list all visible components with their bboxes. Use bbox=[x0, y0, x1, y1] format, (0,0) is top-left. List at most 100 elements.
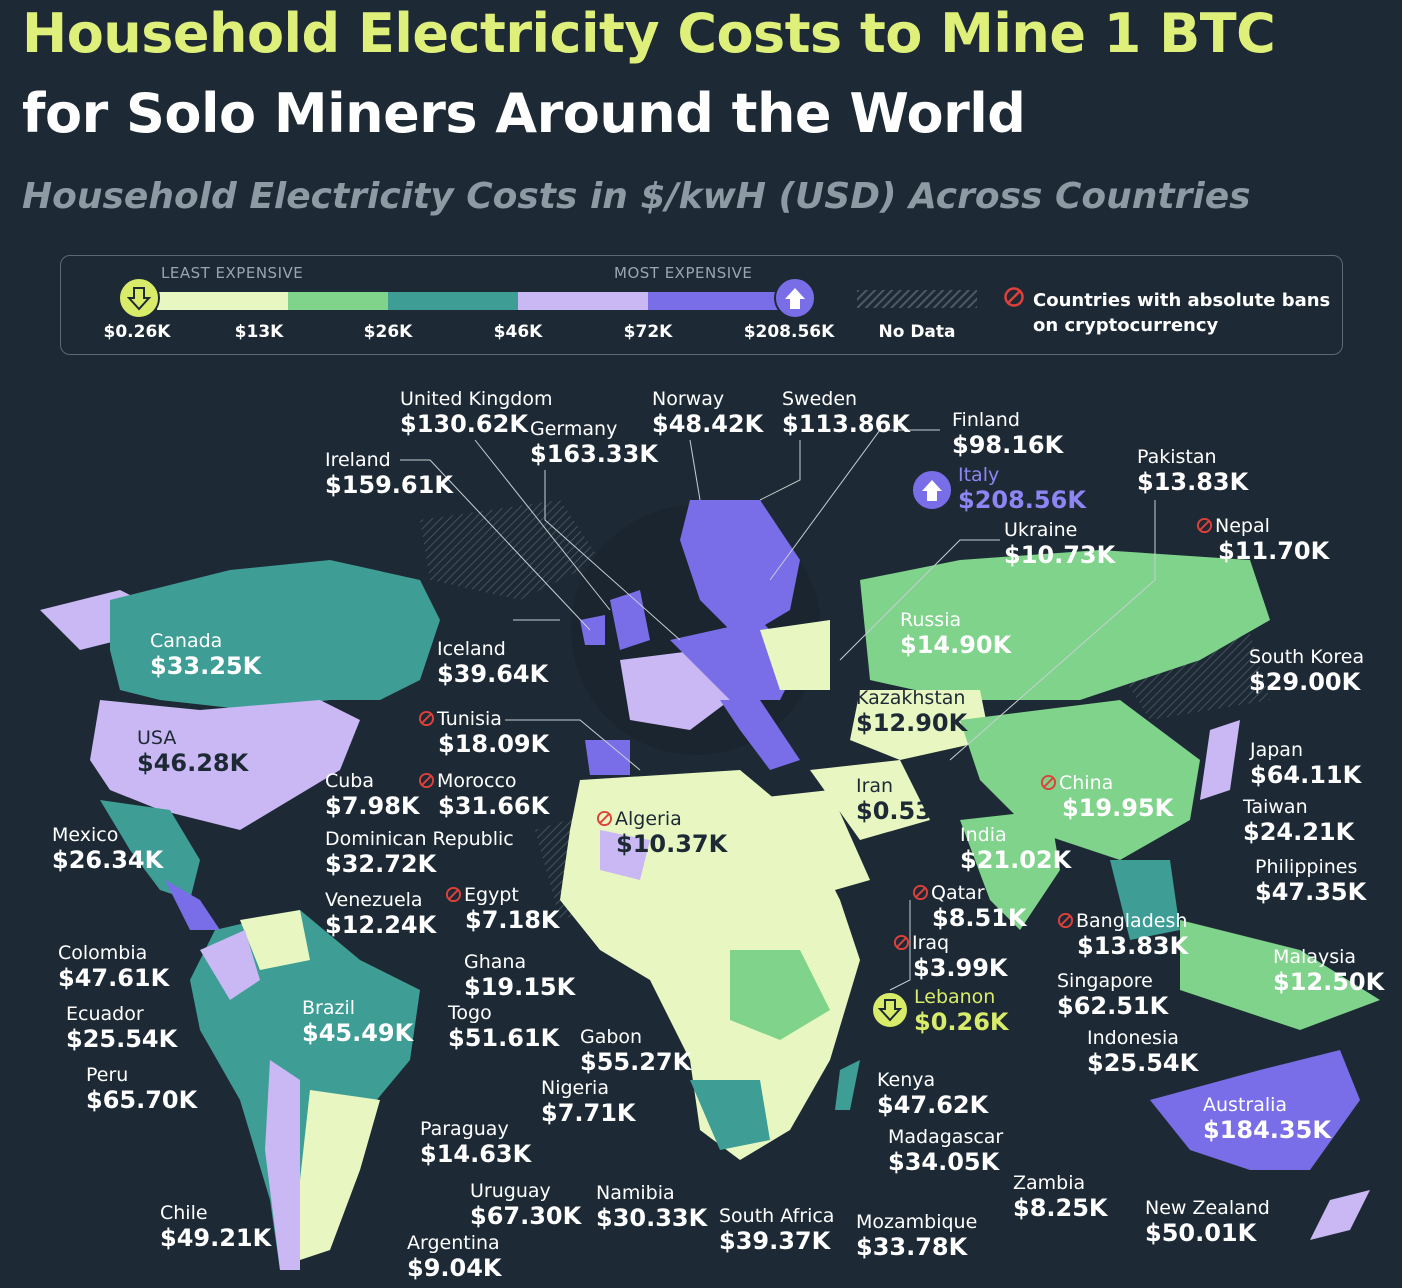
label-chile: Chile $49.21K bbox=[160, 1202, 272, 1252]
legend-tick-6: $208.56K bbox=[743, 322, 835, 342]
leader-lines bbox=[400, 429, 1156, 991]
label-kazakhstan: Kazakhstan $12.90K bbox=[856, 687, 968, 737]
legend-swatch-2 bbox=[288, 292, 418, 310]
legend-tick-3: $26K bbox=[363, 322, 413, 342]
label-united-kingdom: United Kingdom $130.62K bbox=[400, 388, 553, 438]
label-lebanon: Lebanon $0.26K bbox=[914, 986, 1009, 1036]
label-algeria: Algeria $10.37K bbox=[596, 810, 727, 856]
label-kenya: Kenya $47.62K bbox=[877, 1069, 989, 1119]
label-namibia: Namibia $30.33K bbox=[596, 1182, 708, 1232]
ban-icon bbox=[418, 710, 435, 727]
label-china: China $19.95K bbox=[1040, 774, 1173, 820]
legend-swatch-4 bbox=[518, 292, 648, 310]
label-dominican-republic: Dominican Republic $32.72K bbox=[325, 828, 514, 878]
label-ukraine: Ukraine $10.73K bbox=[1004, 519, 1116, 569]
label-brazil: Brazil $45.49K bbox=[302, 997, 414, 1047]
label-india: India $21.02K bbox=[960, 824, 1072, 874]
region-indonesia bbox=[1180, 920, 1380, 1030]
label-new-zealand: New Zealand $50.01K bbox=[1145, 1197, 1270, 1247]
ban-icon bbox=[596, 810, 613, 827]
ban-icon bbox=[893, 934, 910, 951]
ban-icon bbox=[912, 884, 929, 901]
ban-icon bbox=[1004, 287, 1024, 307]
region-iberia bbox=[585, 740, 630, 775]
region-iran bbox=[810, 760, 930, 840]
region-ukraine bbox=[760, 620, 830, 690]
page-subtitle: Household Electricity Costs in $/kwH (US… bbox=[22, 176, 1251, 217]
ban-icon bbox=[1040, 774, 1057, 791]
label-japan: Japan $64.11K bbox=[1250, 739, 1362, 789]
label-canada: Canada $33.25K bbox=[150, 630, 262, 680]
label-philippines: Philippines $47.35K bbox=[1255, 856, 1367, 906]
region-argentina bbox=[300, 1090, 380, 1260]
ban-icon bbox=[1196, 517, 1213, 534]
label-ecuador: Ecuador $25.54K bbox=[66, 1003, 178, 1053]
label-iraq: Iraq $3.99K bbox=[893, 934, 1008, 980]
label-argentina: Argentina $9.04K bbox=[407, 1232, 502, 1282]
label-mozambique: Mozambique $33.78K bbox=[856, 1211, 978, 1261]
label-norway: Norway $48.42K bbox=[652, 388, 764, 438]
region-namibia bbox=[690, 1080, 770, 1150]
label-indonesia: Indonesia $25.54K bbox=[1087, 1027, 1199, 1077]
region-colombia bbox=[200, 930, 260, 1000]
region-venezuela bbox=[240, 910, 310, 970]
label-iceland: Iceland $39.64K bbox=[437, 638, 549, 688]
region-japan bbox=[1200, 720, 1240, 800]
label-morocco: Morocco $31.66K bbox=[418, 772, 549, 818]
ban-legend-label: Countries with absolute bans on cryptocu… bbox=[1033, 290, 1331, 336]
ban-icon bbox=[418, 772, 435, 789]
label-ireland: Ireland $159.61K bbox=[325, 449, 453, 499]
greenland-region bbox=[420, 500, 600, 600]
label-ghana: Ghana $19.15K bbox=[464, 951, 576, 1001]
region-mexico bbox=[100, 800, 200, 900]
no-data-swatch bbox=[857, 290, 977, 308]
label-uruguay: Uruguay $67.30K bbox=[470, 1180, 582, 1230]
label-nepal: Nepal $11.70K bbox=[1196, 517, 1329, 563]
region-east-central-africa bbox=[730, 950, 830, 1040]
label-malaysia: Malaysia $12.50K bbox=[1273, 946, 1385, 996]
lowest-cost-icon bbox=[871, 991, 909, 1029]
region-kazakhstan bbox=[850, 690, 990, 760]
region-ireland bbox=[580, 615, 605, 645]
legend-tick-4: $46K bbox=[493, 322, 543, 342]
region-se-asia bbox=[1110, 860, 1180, 940]
label-pakistan: Pakistan $13.83K bbox=[1137, 446, 1249, 496]
label-madagascar: Madagascar $34.05K bbox=[888, 1126, 1004, 1176]
label-tunisia: Tunisia $18.09K bbox=[418, 710, 549, 756]
region-madagascar bbox=[835, 1060, 860, 1110]
no-data-label: No Data bbox=[878, 322, 956, 342]
label-germany: Germany $163.33K bbox=[530, 418, 658, 468]
color-legend: LEAST EXPENSIVE MOST EXPENSIVE $0.26K $1… bbox=[60, 255, 1343, 355]
label-singapore: Singapore $62.51K bbox=[1057, 970, 1169, 1020]
region-new-zealand bbox=[1310, 1190, 1370, 1240]
label-mexico: Mexico $26.34K bbox=[52, 824, 164, 874]
region-canada bbox=[110, 560, 440, 710]
label-bangladesh: Bangladesh $13.83K bbox=[1057, 912, 1188, 958]
ban-icon bbox=[445, 886, 462, 903]
label-taiwan: Taiwan $24.21K bbox=[1243, 796, 1355, 846]
label-russia: Russia $14.90K bbox=[900, 609, 1012, 659]
region-scandinavia bbox=[680, 500, 800, 640]
label-qatar: Qatar $8.51K bbox=[912, 884, 1027, 930]
label-nigeria: Nigeria $7.71K bbox=[541, 1077, 636, 1127]
region-usa bbox=[90, 700, 360, 830]
label-venezuela: Venezuela $12.24K bbox=[325, 889, 437, 939]
label-south-africa: South Africa $39.37K bbox=[719, 1205, 835, 1255]
label-togo: Togo $51.61K bbox=[448, 1002, 560, 1052]
label-south-korea: South Korea $29.00K bbox=[1249, 646, 1365, 696]
label-paraguay: Paraguay $14.63K bbox=[420, 1118, 532, 1168]
label-finland: Finland $98.16K bbox=[952, 409, 1064, 459]
label-sweden: Sweden $113.86K bbox=[782, 388, 910, 438]
legend-swatch-5 bbox=[648, 292, 788, 310]
label-peru: Peru $65.70K bbox=[86, 1064, 198, 1114]
high-marker-icon bbox=[774, 277, 816, 319]
region-italy bbox=[720, 700, 800, 770]
label-australia: Australia $184.35K bbox=[1203, 1094, 1331, 1144]
label-italy: Italy $208.56K bbox=[958, 464, 1086, 514]
page-title-line2: for Solo Miners Around the World bbox=[22, 82, 1026, 145]
region-india bbox=[960, 810, 1060, 930]
low-marker-icon bbox=[118, 277, 160, 319]
label-usa: USA $46.28K bbox=[137, 727, 249, 777]
least-expensive-caption: LEAST EXPENSIVE bbox=[161, 264, 304, 282]
